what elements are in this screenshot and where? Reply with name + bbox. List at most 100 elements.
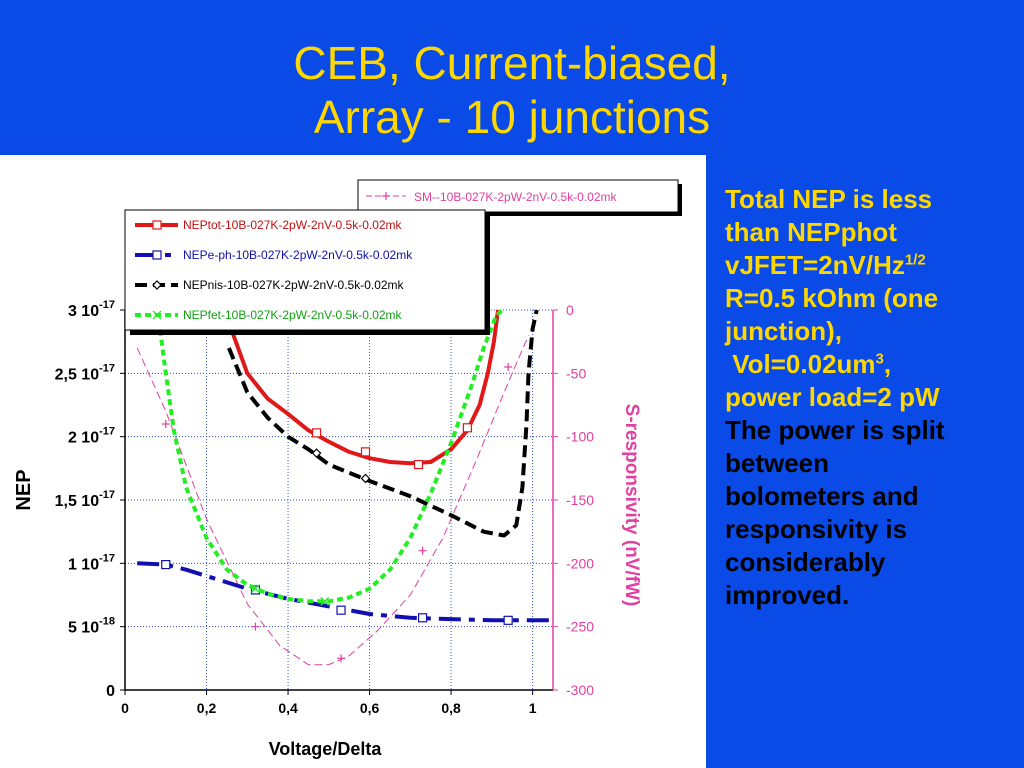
legend-nep-marker-1: [152, 220, 162, 230]
y-tick-exponent-2: -17: [99, 552, 115, 564]
series-4-point-0: [250, 584, 260, 594]
x-tick-label-0: 0: [121, 700, 129, 716]
y-tick-exponent-4: -17: [99, 426, 115, 438]
series-1-point-0: [311, 428, 322, 438]
note-line-3: vJFET=2nV/Hz1/2: [725, 249, 1015, 282]
y-tick-mantissa-1: 5 10: [68, 620, 99, 637]
slide-title-line2: Array - 10 junctions: [313, 91, 711, 143]
series-2-point-2: [336, 605, 346, 615]
series-0-point-3: [418, 546, 427, 555]
y2-tick-label-1: -50: [566, 365, 586, 381]
legend-nep-label-1: NEPtot-10B-027K-2pW-2nV-0.5k-0.02mk: [183, 218, 403, 232]
y2-axis-title: S-responsivity (nV/fW): [621, 404, 642, 607]
slide-title: CEB, Current-biased, Array - 10 junction…: [0, 36, 1024, 144]
grid: [120, 309, 558, 695]
note-line-3-sup: 1/2: [904, 251, 926, 269]
x-tick-label-1: 0,2: [197, 700, 217, 716]
y2-tick-label-0: 0: [566, 302, 574, 318]
note-line-9: between: [725, 448, 830, 478]
note-line-10: bolometers and: [725, 481, 919, 511]
y-tick-mantissa-5: 2,5 10: [55, 366, 100, 383]
note-line-2: than NEPphot: [725, 217, 897, 247]
series-line-3: [227, 309, 539, 538]
legend-nep-marker-2: [152, 250, 162, 260]
y-tick-label-2: 1 10-17: [68, 552, 115, 573]
series-0: [136, 335, 529, 666]
note-line-5: junction),: [725, 316, 842, 346]
note-line-1: Total NEP is less: [725, 184, 933, 214]
y-tick-label-3: 1,5 10-17: [55, 489, 115, 510]
note-line-3-text: vJFET=2nV/Hz: [725, 250, 905, 280]
note-line-6: Vol=0.02um3,: [725, 348, 1015, 381]
series-0-point-1: [251, 622, 260, 631]
series-0-point-0: [161, 420, 170, 428]
series-line-0: [136, 335, 529, 666]
series-2-point-0: [161, 560, 171, 570]
legend-sm-box: [357, 179, 679, 213]
y2-tick-label-6: -300: [566, 682, 594, 698]
series-line-4: [155, 308, 504, 604]
y-tick-mantissa-4: 2 10: [68, 430, 99, 447]
legend-nep-label-3: NEPnis-10B-027K-2pW-2nV-0.5k-0.02mk: [183, 278, 405, 292]
y2-tick-label-2: -100: [566, 429, 594, 445]
slide-title-line1: CEB, Current-biased,: [293, 37, 731, 89]
note-line-8: The power is split: [725, 415, 945, 445]
x-tick-label-5: 1: [529, 700, 537, 716]
y-tick-mantissa-3: 1,5 10: [55, 493, 100, 510]
y-tick-exponent-6: -17: [99, 299, 115, 311]
y-tick-mantissa-0: 0: [106, 683, 115, 700]
y-tick-label-5: 2,5 10-17: [55, 362, 115, 383]
series-3-point-1: [360, 473, 371, 484]
note-line-7: power load=2 pW: [725, 382, 940, 412]
y-tick-mantissa-2: 1 10: [68, 556, 99, 573]
y2-tick-label-4: -200: [566, 555, 594, 571]
series-1: [227, 309, 500, 470]
y2-tick-label-3: -150: [566, 492, 594, 508]
side-notes: Total NEP is less than NEPphot vJFET=2nV…: [725, 183, 1015, 612]
x-tick-label-2: 0,4: [278, 700, 298, 716]
series-4-point-1: [320, 596, 330, 606]
y-tick-label-4: 2 10-17: [68, 426, 115, 447]
series-line-1: [227, 309, 500, 466]
legend-nep-marker-4: [152, 310, 162, 320]
note-line-13: improved.: [725, 580, 850, 610]
series-1-point-1: [360, 447, 371, 457]
legend-nep-label-4: NEPfet-10B-027K-2pW-2nV-0.5k-0.02mk: [183, 308, 403, 322]
chart-panel: 0 0,2 0,4 0,6 0,8 1 0 5 10-18 1 10-17 1,5 10-17 2 …: [0, 155, 706, 768]
series-0-point-2: [337, 654, 346, 663]
y-tick-label-6: 3 10-17: [68, 299, 115, 320]
nep-chart: 0 0,2 0,4 0,6 0,8 105 10-181 10-171,5 10-172 …: [13, 179, 682, 759]
series-3-point-0: [311, 448, 322, 458]
x-tick-label-3: 0,6: [360, 700, 380, 716]
legend-nep-label-2: NEPe-ph-10B-027K-2pW-2nV-0.5k-0.02mk: [183, 248, 413, 262]
series-1-point-3: [462, 423, 472, 433]
note-line-11: responsivity is: [725, 514, 908, 544]
y-tick-label-1: 5 10-18: [68, 616, 115, 637]
note-line-6-end: ,: [883, 349, 892, 379]
y-tick-exponent-5: -17: [99, 362, 115, 374]
series-line-2: [137, 561, 553, 623]
y-tick-exponent-3: -17: [99, 489, 115, 501]
series-0-point-4: [504, 363, 513, 371]
y-axis-title: NEP: [13, 469, 35, 510]
y-tick-label-0: 0: [106, 683, 115, 700]
legend-nep-marker-3: [152, 280, 162, 290]
series-2-point-3: [417, 613, 428, 623]
legend-sm-marker: [382, 192, 390, 200]
legend-nep-box: [124, 209, 486, 331]
series-2-point-4: [503, 615, 513, 625]
series-3: [227, 309, 539, 538]
note-line-4: R=0.5 kOhm (one: [725, 283, 939, 313]
note-line-6-text: Vol=0.02um: [725, 349, 876, 379]
series-2: [137, 560, 553, 625]
x-tick-label-4: 0,8: [441, 700, 461, 716]
note-line-12: considerably: [725, 547, 886, 577]
legend-sm-label: SM--10B-027K-2pW-2nV-0.5k-0.02mk: [414, 190, 618, 204]
series-4: [155, 308, 504, 606]
note-line-6-sup: 3: [875, 350, 884, 368]
series-1-point-2: [413, 459, 424, 470]
y-tick-mantissa-6: 3 10: [68, 303, 99, 320]
y-tick-exponent-1: -18: [99, 616, 115, 628]
legend-nep: NEPtot-10B-027K-2pW-2nV-0.5k-0.02mk NEPe-…: [124, 209, 490, 335]
y2-tick-label-5: -250: [566, 619, 594, 635]
